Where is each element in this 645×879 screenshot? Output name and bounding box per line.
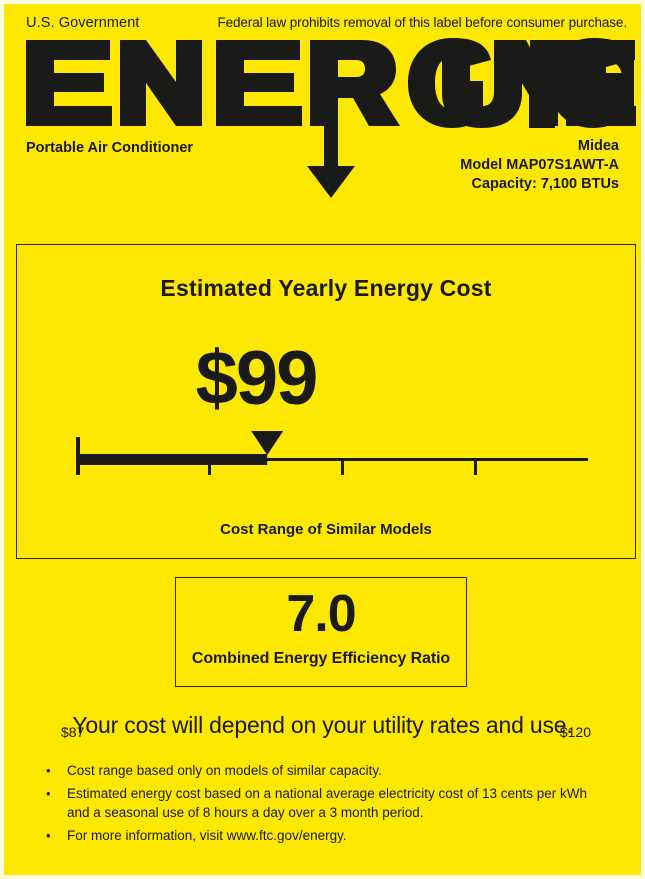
capacity-rating: Capacity: 7,100 BTUs (471, 176, 619, 192)
product-type-label: Portable Air Conditioner (26, 140, 194, 156)
down-arrow-icon (290, 114, 372, 198)
cost-box-title: Estimated Yearly Energy Cost (160, 275, 492, 301)
cost-range-low-label: $87 (61, 724, 85, 740)
footnotes-list: • Cost range based only on models of sim… (44, 761, 604, 848)
energyguide-wordmark (22, 38, 634, 128)
list-item: • For more information, visit www.ftc.go… (44, 826, 604, 846)
footnote-text: For more information, visit www.ftc.gov/… (67, 827, 347, 843)
cost-range-scale (54, 431, 588, 501)
estimated-cost-value: $99 (195, 336, 319, 421)
brand-model-block: Midea Model MAP07S1AWT-A Capacity: 7,100… (460, 137, 619, 194)
bullet-icon: • (46, 827, 51, 843)
tagline-text: Your cost will depend on your utility ra… (72, 712, 573, 738)
efficiency-ratio-label: Combined Energy Efficiency Ratio (191, 650, 451, 667)
estimated-yearly-cost-box: Estimated Yearly Energy Cost $99 (16, 244, 636, 740)
efficiency-ratio-box: 7.0 Combined Energy Efficiency Ratio (175, 577, 467, 687)
brand-name: Midea (577, 138, 619, 154)
footnote-text: Estimated energy cost based on a nationa… (67, 785, 588, 821)
legal-notice-text: Federal law prohibits removal of this la… (217, 15, 627, 30)
wordmark-final-letter (590, 38, 636, 128)
cost-range-caption: Cost Range of Similar Models (220, 521, 432, 538)
list-item: • Estimated energy cost based on a natio… (44, 784, 604, 823)
list-item: • Cost range based only on models of sim… (44, 761, 604, 781)
efficiency-ratio-value: 7.0 (286, 585, 356, 643)
cost-range-fill (77, 454, 268, 465)
cost-marker-triangle (251, 431, 284, 455)
bullet-icon: • (46, 785, 51, 801)
cost-range-high-label: $120 (559, 724, 591, 740)
model-number: Model MAP07S1AWT-A (460, 157, 619, 173)
issuer-text: U.S. Government (26, 15, 140, 31)
bullet-icon: • (46, 763, 51, 778)
footnote-text: Cost range based only on models of simil… (67, 763, 382, 778)
